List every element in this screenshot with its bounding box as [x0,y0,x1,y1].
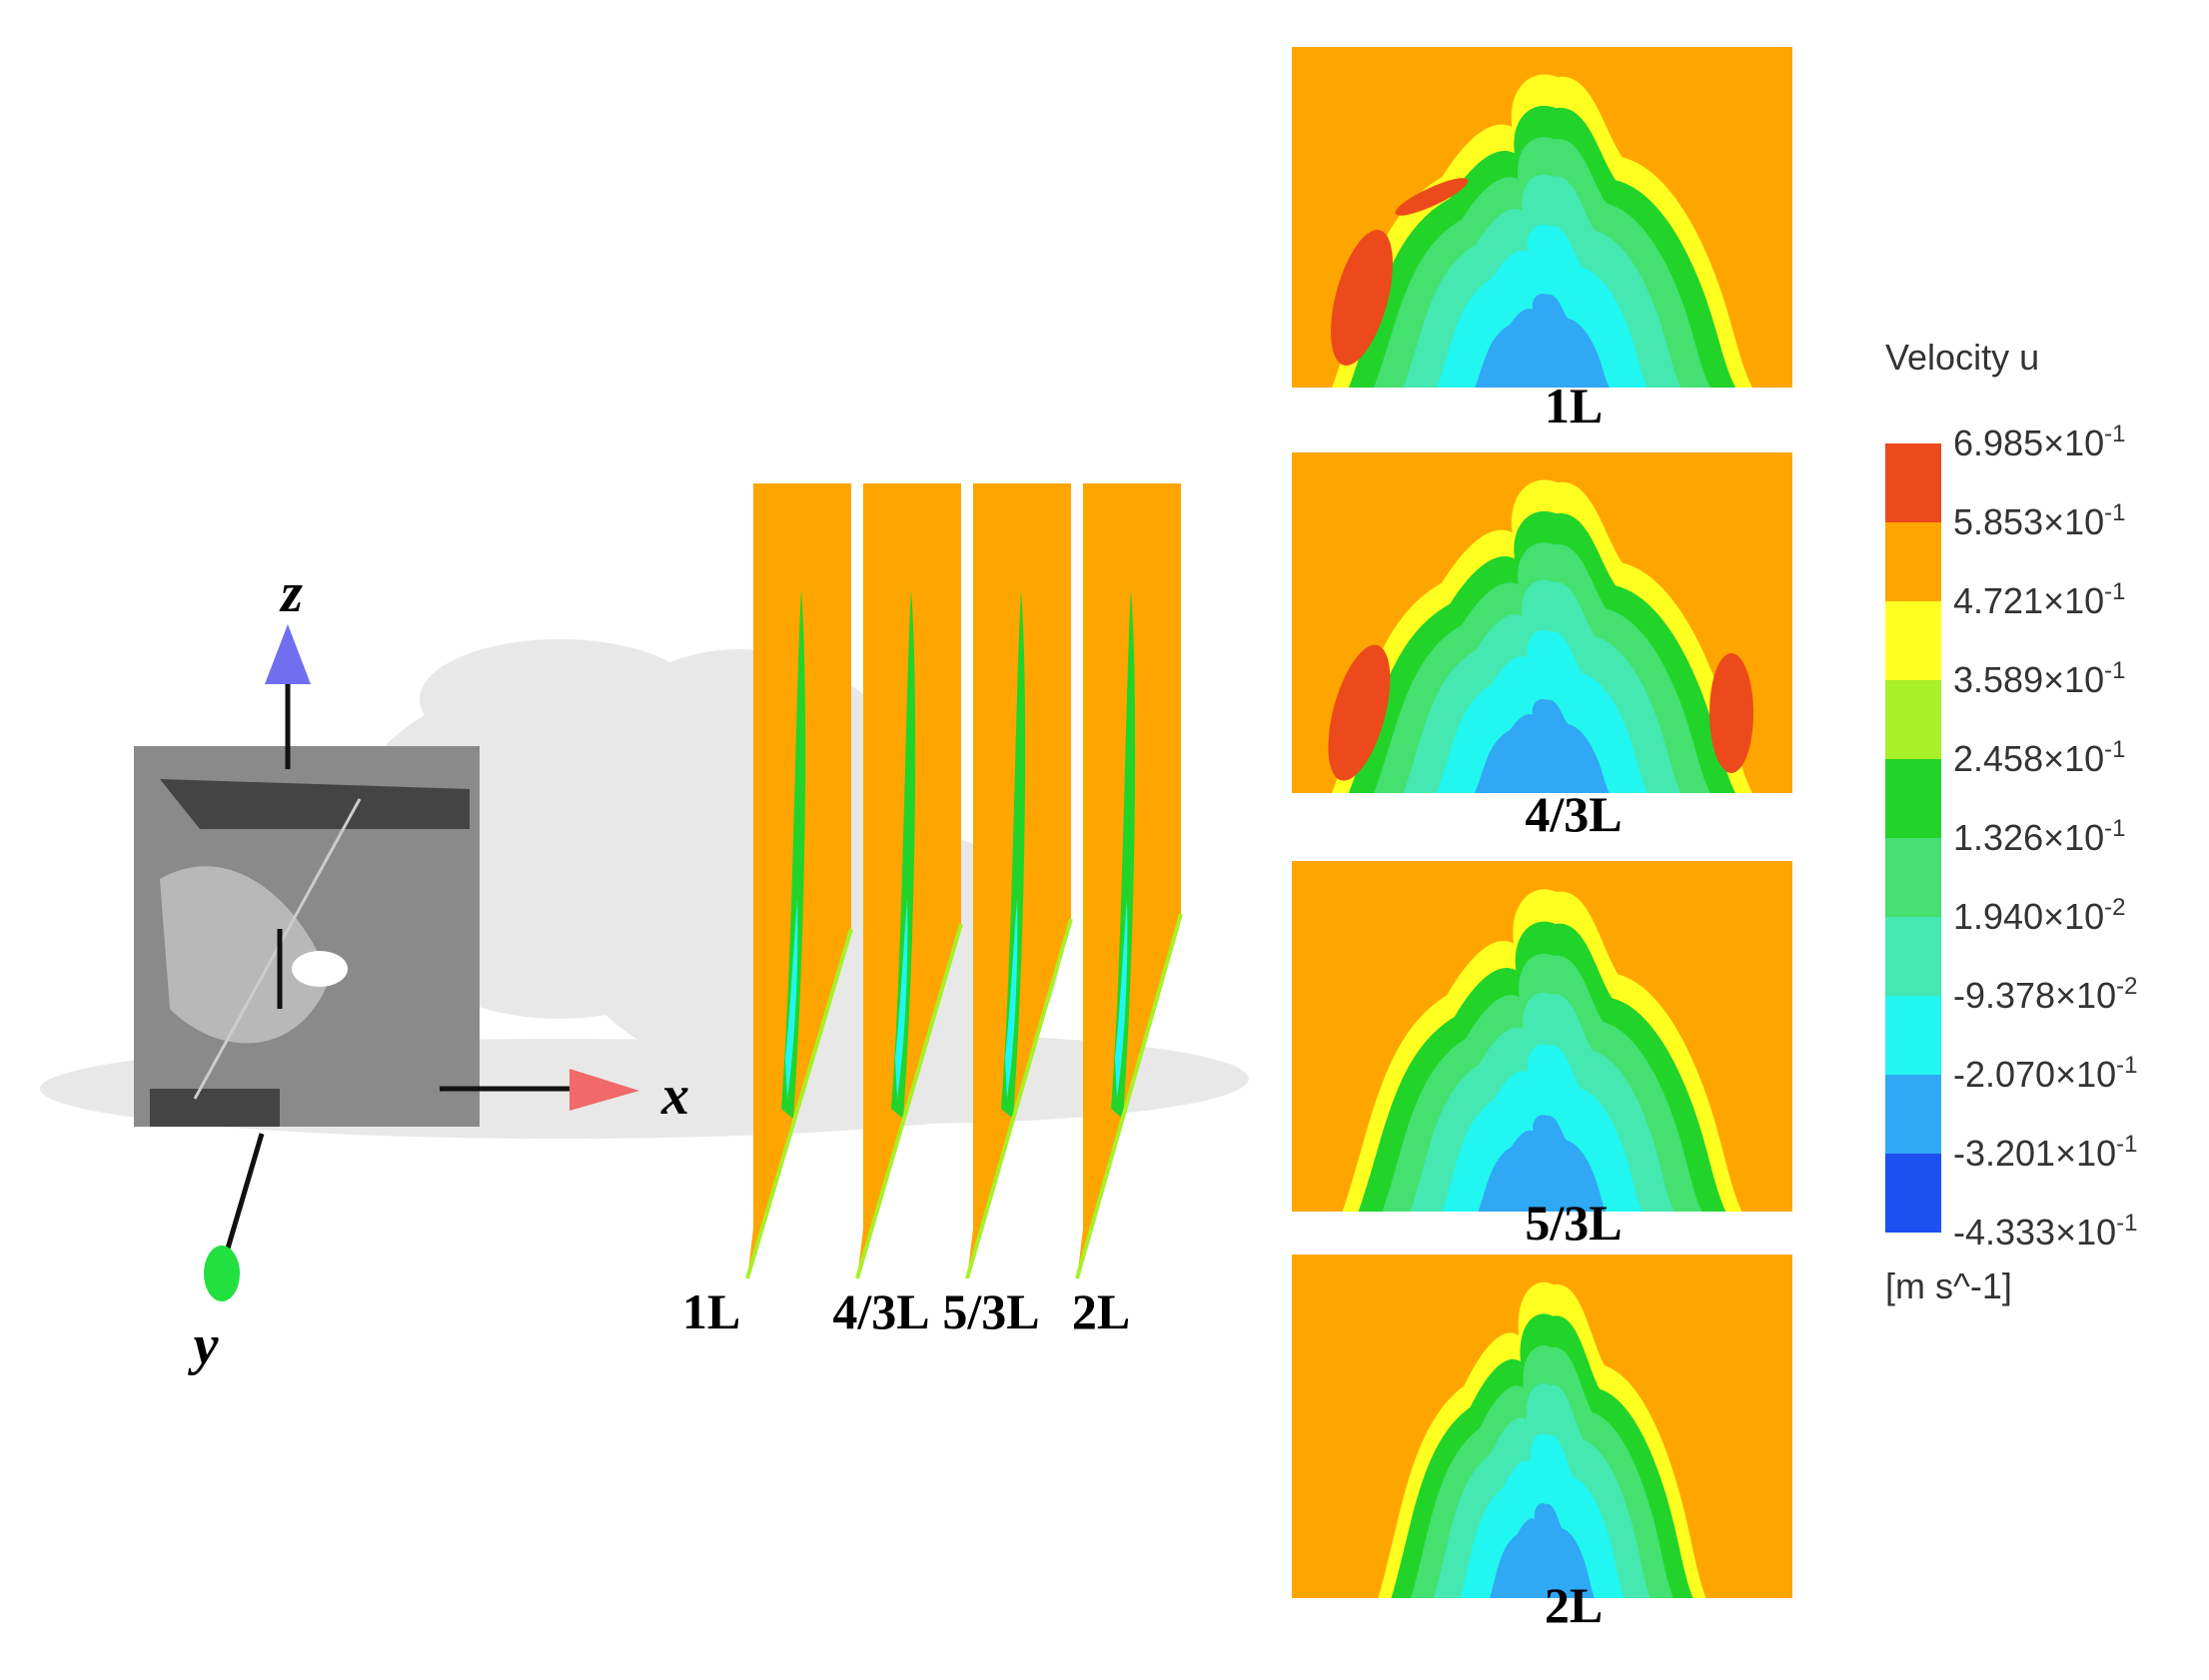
contour-panels: 1L 4/3L 5/3L 2L [1292,47,1792,1633]
level-mantissa: 1.326×10 [1953,817,2104,858]
level-exponent: -1 [2104,736,2125,763]
legend-level-label: 2.458×10-1 [1953,736,2126,779]
level-mantissa: 2.458×10 [1953,738,2104,779]
level-mantissa: 3.589×10 [1953,659,2104,700]
panel-label: 2L [1545,1577,1603,1633]
plane-label: 5/3L [942,1283,1039,1339]
panel-label: 5/3L [1525,1195,1622,1251]
plane-label: 1L [682,1283,740,1339]
plane-wake-core [895,899,908,1099]
level-exponent: -1 [2104,815,2125,842]
slice-planes: 1L 4/3L 5/3L 2L [682,483,1183,1339]
legend-color-band [1885,917,1941,996]
level-exponent: -2 [2104,894,2125,921]
level-exponent: -2 [2116,973,2137,1000]
plane-wake [1111,589,1136,1119]
high-velocity-patch [1709,653,1753,773]
legend-level-label: 1.326×10-1 [1953,815,2126,858]
plane-label: 4/3L [832,1283,929,1339]
level-mantissa: -4.333×10 [1953,1212,2116,1253]
level-mantissa: 5.853×10 [1953,501,2104,542]
legend-level-label: -4.333×10-1 [1953,1210,2138,1253]
plane-wake [891,589,916,1119]
plane-edge [745,928,853,1279]
contour-layers [1328,479,1753,793]
scene: z x y [40,562,1249,1376]
legend: Velocity u [m s^-1] 6.985×10-15.853×10-1… [1885,337,2138,1306]
panel-label: 1L [1545,378,1603,433]
legend-unit: [m s^-1] [1885,1265,2012,1306]
plane-edge [1075,913,1183,1279]
legend-level-label: -3.201×10-1 [1953,1131,2138,1174]
plane-label: 2L [1072,1283,1130,1339]
level-exponent: -1 [2104,420,2125,447]
legend-title: Velocity u [1885,337,2039,378]
legend-level-label: 6.985×10-1 [1953,420,2126,463]
plane-wake-core [1005,899,1018,1099]
contour-panel: 1L [1292,47,1792,433]
level-exponent: -1 [2104,499,2125,526]
plane-wake-core [1115,899,1128,1099]
plane-edge [855,923,963,1279]
legend-color-band [1885,838,1941,917]
level-exponent: -1 [2104,657,2125,684]
plane-wake [781,589,806,1119]
legend-color-band [1885,680,1941,759]
level-exponent: -1 [2116,1131,2137,1158]
contour-panel: 2L [1292,1255,1792,1633]
high-velocity-patch [1328,644,1391,781]
legend-color-band [1885,522,1941,601]
axis-label-y: y [188,1314,220,1376]
legend-level-label: 1.940×10-2 [1953,894,2126,937]
level-exponent: -1 [2116,1052,2137,1079]
level-mantissa: -3.201×10 [1953,1133,2116,1174]
legend-color-band [1885,1075,1941,1154]
axes-triad [204,624,639,1301]
level-exponent: -1 [2116,1210,2137,1237]
legend-level-label: -9.378×10-2 [1953,973,2138,1016]
legend-level-label: 3.589×10-1 [1953,657,2126,700]
panel-label: 4/3L [1525,786,1622,842]
contour-panel: 4/3L [1292,452,1792,842]
legend-color-band [1885,759,1941,838]
plane-wake [1001,589,1026,1119]
high-velocity-patch [1331,230,1393,366]
level-mantissa: 6.985×10 [1953,422,2104,463]
legend-level-label: 4.721×10-1 [1953,578,2126,621]
plane-wake-core [785,899,798,1099]
level-mantissa: -9.378×10 [1953,975,2116,1016]
legend-color-band [1885,1154,1941,1233]
axis-label-x: x [660,1065,689,1127]
level-exponent: -1 [2104,578,2125,605]
high-velocity-patch [1395,178,1469,216]
cube [134,746,480,1127]
level-mantissa: 1.940×10 [1953,896,2104,937]
axis-label-z: z [279,562,303,624]
level-mantissa: -2.070×10 [1953,1054,2116,1095]
level-mantissa: 4.721×10 [1953,580,2104,621]
legend-color-band [1885,601,1941,680]
legend-level-label: -2.070×10-1 [1953,1052,2138,1095]
legend-color-band [1885,443,1941,522]
contour-panel: 5/3L [1292,861,1792,1251]
plane-edge [965,918,1073,1279]
contour-layers [1331,74,1752,388]
legend-level-label: 5.853×10-1 [1953,499,2126,542]
legend-color-band [1885,996,1941,1075]
